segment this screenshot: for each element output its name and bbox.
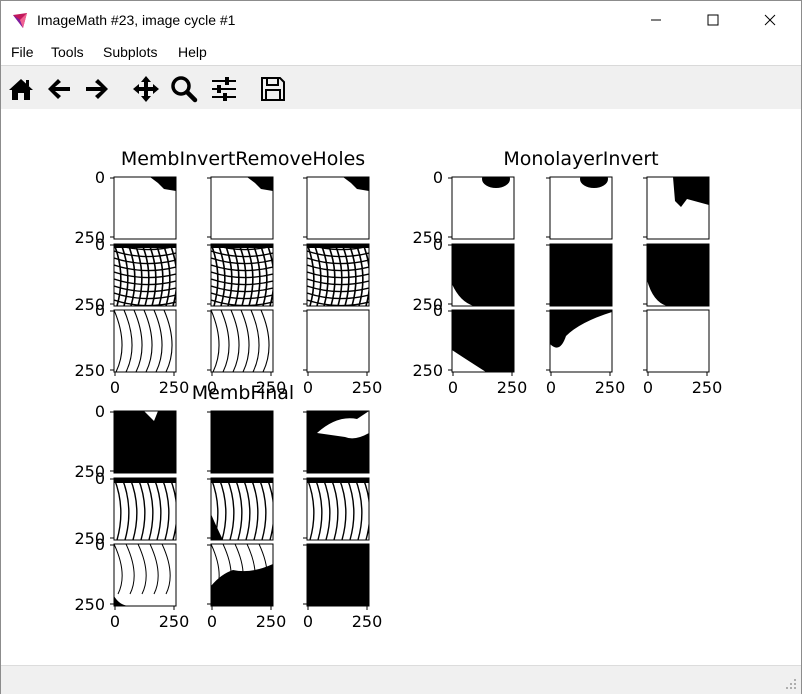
x-tick-label: 250 — [159, 378, 190, 397]
subplot-axes[interactable]: 0 250 0 250 — [74, 535, 189, 631]
figure-canvas[interactable]: MembInvertRemoveHoles 0 250 0 250 0 250 0 250 0 25… — [1, 109, 801, 665]
subplot-axes[interactable]: 0 250 — [412, 168, 515, 247]
y-tick-label: 0 — [95, 301, 105, 320]
x-tick-label: 250 — [352, 378, 383, 397]
x-tick-label: 250 — [692, 378, 723, 397]
x-tick-label: 0 — [207, 612, 217, 631]
y-tick-label: 250 — [412, 228, 443, 247]
close-icon — [764, 14, 776, 26]
x-tick-label: 0 — [448, 378, 458, 397]
menu-file[interactable]: File — [11, 44, 34, 60]
window-title: ImageMath #23, image cycle #1 — [37, 12, 236, 28]
y-tick-label: 250 — [74, 462, 105, 481]
title-bar[interactable]: ImageMath #23, image cycle #1 — [1, 1, 801, 39]
y-tick-label: 250 — [74, 295, 105, 314]
subplot-axes[interactable] — [643, 176, 710, 240]
x-tick-label: 0 — [207, 378, 217, 397]
subplot-axes[interactable] — [546, 243, 613, 307]
subplot-axes[interactable] — [207, 410, 274, 474]
x-tick-label: 0 — [110, 378, 120, 397]
maximize-icon — [707, 14, 719, 26]
x-tick-label: 250 — [595, 378, 626, 397]
subplot-axes[interactable]: 0 250 — [303, 543, 383, 631]
minimize-icon — [651, 19, 661, 21]
subplot-axes[interactable] — [546, 170, 613, 240]
subplot-axes[interactable] — [207, 243, 274, 307]
subplot-group-title: MembFinal — [192, 382, 294, 404]
y-tick-label: 250 — [412, 295, 443, 314]
subplot-axes[interactable] — [303, 176, 370, 240]
subplot-axes[interactable]: 0 250 — [412, 235, 515, 314]
configure-subplots-icon[interactable] — [209, 74, 239, 104]
y-tick-label: 0 — [95, 469, 105, 488]
y-tick-label: 0 — [95, 402, 105, 421]
subplot-axes[interactable] — [207, 176, 274, 240]
x-tick-label: 250 — [352, 612, 383, 631]
x-tick-label: 250 — [256, 378, 287, 397]
app-logo-icon — [13, 13, 27, 28]
x-tick-label: 250 — [159, 612, 190, 631]
subplot-axes[interactable]: 0 250 — [207, 309, 287, 397]
y-tick-label: 0 — [95, 235, 105, 254]
menu-bar: File Tools Subplots Help — [1, 40, 801, 64]
menu-subplots[interactable]: Subplots — [103, 44, 158, 60]
subplot-axes[interactable]: 0 250 — [74, 402, 177, 481]
subplot-group-title: MembInvertRemoveHoles — [121, 148, 365, 170]
x-tick-label: 0 — [110, 612, 120, 631]
y-tick-label: 0 — [433, 235, 443, 254]
subplot-axes[interactable]: 0 250 0 250 — [412, 301, 527, 397]
subplot-axes[interactable]: 0 250 — [546, 309, 626, 397]
subplot-group-title: MonolayerInvert — [503, 148, 658, 170]
subplot-axes[interactable]: 0 250 — [643, 309, 723, 397]
subplot-axes[interactable] — [207, 477, 274, 541]
zoom-icon[interactable] — [169, 74, 199, 104]
y-tick-label: 250 — [74, 228, 105, 247]
x-tick-label: 0 — [303, 612, 313, 631]
subplot-axes[interactable]: 0 250 — [74, 168, 177, 247]
y-tick-label: 250 — [74, 595, 105, 614]
y-tick-label: 250 — [74, 529, 105, 548]
x-tick-label: 0 — [643, 378, 653, 397]
subplot-axes[interactable]: 0 250 — [207, 543, 287, 631]
maximize-button[interactable] — [690, 1, 736, 39]
x-tick-label: 0 — [546, 378, 556, 397]
subplot-axes[interactable] — [303, 410, 370, 474]
y-tick-label: 250 — [74, 361, 105, 380]
menu-tools[interactable]: Tools — [51, 44, 84, 60]
subplot-axes[interactable]: 0 250 — [74, 469, 177, 548]
subplot-axes[interactable]: 0 250 0 250 — [74, 301, 189, 397]
status-bar — [1, 665, 801, 694]
subplot-axes[interactable] — [643, 243, 710, 307]
menu-help[interactable]: Help — [178, 44, 207, 60]
y-tick-label: 0 — [433, 301, 443, 320]
subplot-axes[interactable]: 0 250 — [303, 309, 383, 397]
y-tick-label: 0 — [433, 168, 443, 187]
x-tick-label: 250 — [497, 378, 528, 397]
subplot-axes[interactable] — [303, 243, 370, 307]
navigation-toolbar — [1, 65, 801, 109]
forward-icon[interactable] — [82, 74, 112, 104]
subplot-axes[interactable]: 0 250 — [74, 235, 177, 314]
x-tick-label: 250 — [256, 612, 287, 631]
pan-icon[interactable] — [131, 74, 161, 104]
y-tick-label: 0 — [95, 535, 105, 554]
save-icon[interactable] — [258, 74, 288, 104]
y-tick-label: 250 — [412, 361, 443, 380]
home-icon[interactable] — [6, 74, 36, 104]
x-tick-label: 0 — [303, 378, 313, 397]
resize-grip-icon[interactable] — [785, 678, 797, 690]
y-tick-label: 0 — [95, 168, 105, 187]
back-icon[interactable] — [44, 74, 74, 104]
close-button[interactable] — [747, 1, 793, 39]
subplot-axes[interactable] — [303, 477, 370, 541]
minimize-button[interactable] — [633, 1, 679, 39]
